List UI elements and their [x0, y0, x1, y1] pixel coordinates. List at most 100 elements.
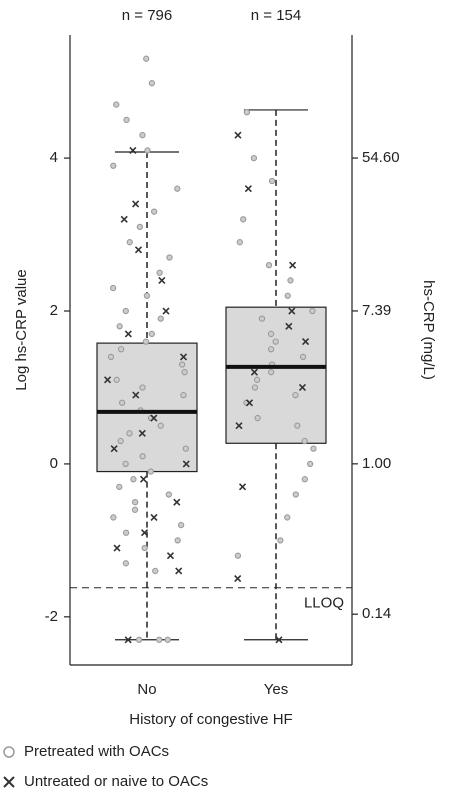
point: [238, 483, 247, 491]
point: [301, 476, 308, 483]
point: [140, 529, 149, 537]
point: [151, 208, 158, 215]
point: [117, 346, 125, 353]
point: [250, 368, 258, 376]
point: [289, 261, 297, 269]
y2-tick-label: 7.39: [362, 302, 391, 319]
point: [253, 376, 261, 383]
point: [236, 239, 243, 246]
point: [113, 376, 120, 383]
point: [122, 460, 129, 468]
point: [310, 445, 317, 452]
point: [277, 537, 284, 544]
point: [306, 460, 314, 468]
point: [156, 269, 163, 276]
lloq-label: LLOQ: [304, 595, 344, 612]
point: [131, 498, 139, 506]
point: [177, 521, 185, 529]
point: [267, 346, 275, 353]
point: [292, 391, 299, 399]
point: [131, 506, 139, 513]
point: [141, 544, 148, 552]
point: [272, 338, 279, 345]
point: [292, 491, 299, 498]
point: [175, 567, 183, 575]
point: [116, 483, 123, 491]
point: [174, 537, 181, 544]
point: [147, 468, 154, 475]
point: [234, 131, 242, 139]
point: [122, 529, 130, 536]
point: [178, 361, 186, 368]
point: [124, 330, 132, 338]
point: [180, 391, 187, 399]
point: [173, 498, 181, 506]
point: [130, 476, 137, 483]
point: [157, 315, 164, 322]
y-tick-label: -2: [45, 608, 58, 625]
point: [166, 552, 175, 560]
y2-tick-label: 1.00: [362, 455, 391, 472]
point: [250, 154, 258, 162]
point: [113, 544, 121, 552]
point: [158, 276, 166, 284]
y-tick-label: 0: [50, 455, 58, 472]
point: [166, 254, 173, 261]
point: [110, 514, 117, 521]
y-tick-label: 2: [50, 302, 58, 319]
point: [143, 292, 151, 299]
point: [244, 185, 252, 193]
point: [240, 216, 247, 223]
point: [162, 307, 170, 315]
point: [117, 437, 124, 445]
box: [225, 306, 327, 444]
point: [267, 369, 275, 376]
point: [110, 162, 117, 169]
point: [122, 560, 130, 567]
point: [284, 514, 291, 521]
legend-label: Untreated or naive to OACs: [24, 773, 208, 790]
point: [258, 315, 266, 322]
group-label: n = 154: [251, 7, 301, 24]
point: [254, 414, 261, 422]
point: [122, 307, 129, 315]
point: [107, 353, 115, 361]
point: [309, 307, 316, 315]
point: [265, 261, 273, 269]
point: [148, 330, 155, 338]
point: [157, 422, 164, 429]
y-axis-label: Log hs-CRP value: [13, 269, 30, 390]
point: [103, 376, 112, 384]
point: [139, 453, 146, 460]
point: [299, 353, 307, 361]
point: [235, 422, 243, 430]
point: [116, 323, 123, 330]
y2-tick-label: 0.14: [362, 605, 391, 622]
point: [148, 80, 156, 87]
point: [234, 552, 242, 559]
point: [129, 146, 137, 155]
point: [301, 437, 308, 445]
legend-marker: [3, 776, 15, 788]
point: [142, 338, 150, 345]
legend-label: Pretreated with OACs: [24, 743, 169, 760]
point: [120, 215, 128, 223]
x-tick-label: Yes: [264, 681, 288, 698]
point: [124, 636, 132, 644]
point: [139, 384, 146, 391]
point: [126, 239, 133, 246]
point: [181, 369, 188, 376]
point: [164, 636, 171, 643]
point: [285, 322, 293, 330]
point: [298, 383, 307, 392]
point: [182, 445, 189, 452]
point: [174, 185, 181, 192]
point: [144, 147, 151, 154]
point: [136, 223, 144, 231]
point: [275, 636, 283, 644]
point: [245, 399, 254, 407]
point: [152, 567, 159, 575]
point: [139, 475, 148, 483]
y2-tick-label: 54.60: [362, 149, 400, 166]
